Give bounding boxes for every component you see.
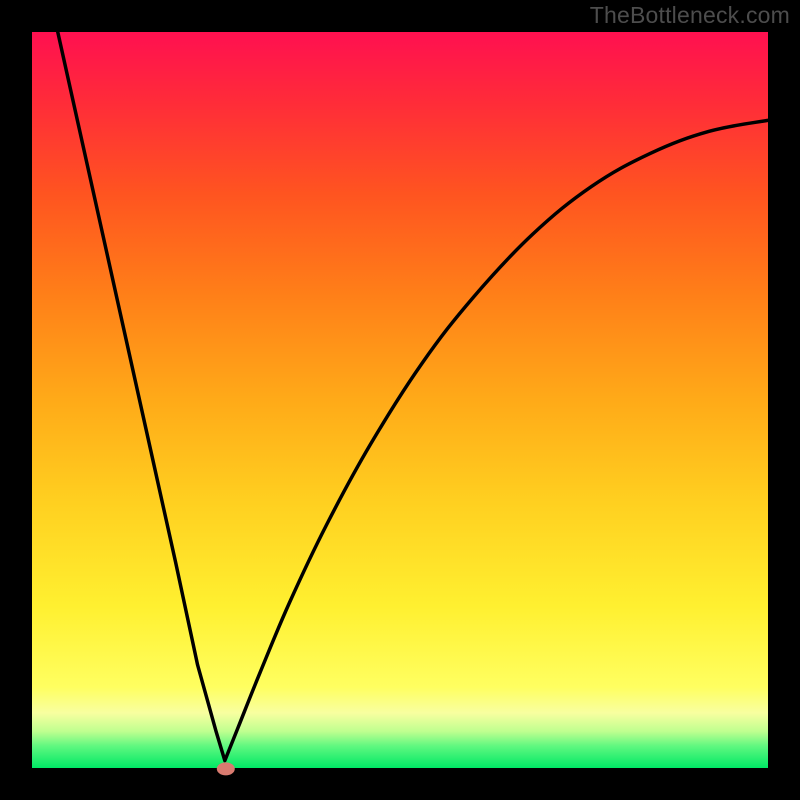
bottleneck-curve <box>32 32 768 768</box>
curve-path <box>58 32 768 761</box>
plot-area <box>30 30 770 770</box>
chart-frame: TheBottleneck.com <box>0 0 800 800</box>
watermark-text: TheBottleneck.com <box>590 2 790 29</box>
bottleneck-marker <box>216 762 234 775</box>
